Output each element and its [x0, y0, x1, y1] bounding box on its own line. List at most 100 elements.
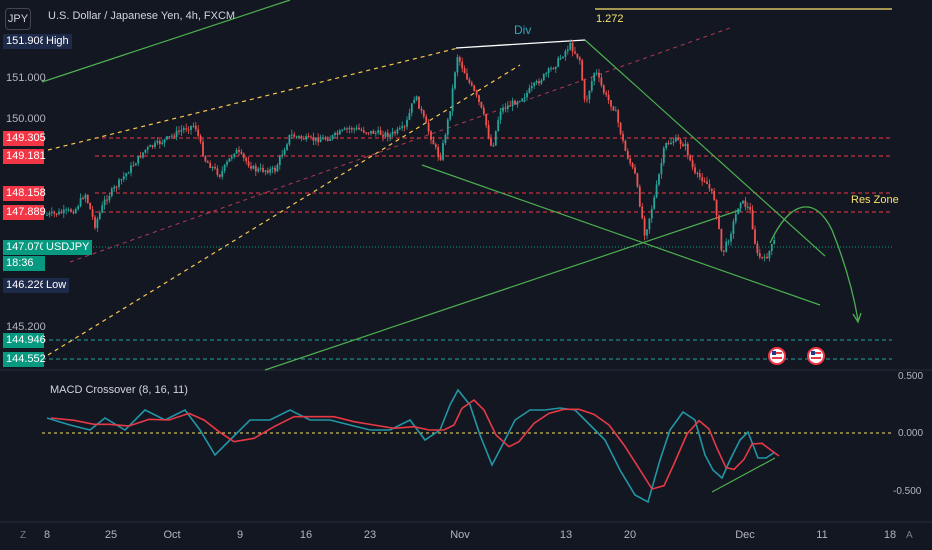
candle-body — [384, 132, 387, 137]
macd-axis-neg-0-500: -0.500 — [893, 486, 922, 497]
candle-body — [677, 137, 680, 141]
candle-body — [322, 137, 324, 140]
price-label-147-889: 147.889 — [3, 205, 46, 220]
candle-body — [358, 127, 360, 130]
candle-body — [110, 188, 113, 196]
candle-body — [331, 135, 334, 139]
candle-body — [538, 81, 540, 84]
candle-body — [62, 209, 65, 214]
grid — [0, 369, 932, 523]
candle-body — [617, 110, 620, 123]
candle-body — [554, 66, 557, 69]
candle-body — [173, 135, 176, 137]
candle-body — [377, 130, 380, 133]
projection-arrow — [769, 206, 859, 321]
candle-body — [89, 202, 92, 210]
candle-body — [586, 99, 588, 101]
candle-body — [682, 144, 684, 147]
candle-body — [605, 92, 608, 95]
candle-body — [389, 134, 392, 138]
candle-body — [444, 134, 447, 144]
candle-body — [170, 135, 173, 137]
candle-body — [252, 165, 255, 169]
candle-body — [281, 154, 284, 157]
candle-body — [305, 136, 308, 140]
candle-body — [706, 181, 708, 185]
candle-body — [564, 51, 567, 57]
candle-body — [77, 206, 80, 209]
candle-body — [262, 167, 264, 172]
timezone-corner[interactable]: Z — [20, 530, 27, 541]
candle-body — [545, 73, 548, 75]
price-label-147-070: 147.070 — [3, 240, 46, 255]
candle-body — [283, 149, 286, 155]
candle-body — [166, 136, 168, 140]
candle-body — [233, 153, 236, 157]
price-label-146-226: 146.226 — [3, 278, 46, 293]
candle-body — [624, 140, 627, 151]
candle-body — [197, 129, 200, 136]
candle-body — [264, 170, 267, 172]
candle-body — [490, 137, 492, 146]
candle-body — [154, 142, 156, 147]
price-label-149-305: 149.305 — [3, 131, 46, 146]
candle-body — [401, 126, 404, 128]
candle-body — [451, 88, 454, 112]
candle-body — [557, 58, 560, 67]
candle-body — [367, 132, 370, 134]
candlesticks — [46, 39, 776, 262]
candle-body — [406, 119, 408, 127]
candle-body — [466, 73, 468, 80]
candle-body — [396, 129, 399, 134]
candle-body — [737, 208, 740, 215]
time-label-3: 9 — [236, 529, 244, 541]
candle-body — [722, 250, 725, 252]
auto-scale-corner[interactable]: A — [906, 530, 913, 541]
candle-body — [86, 194, 89, 203]
candle-body — [408, 112, 411, 120]
candle-body — [310, 136, 312, 138]
candle-body — [346, 128, 348, 130]
candle-body — [595, 72, 598, 74]
time-label-4: 16 — [299, 529, 313, 541]
candle-body — [461, 61, 464, 69]
chart-title: U.S. Dollar / Japanese Yen, 4h, FXCM — [48, 10, 236, 22]
candle-body — [482, 107, 485, 115]
candle-body — [134, 163, 137, 166]
price-label-149-181: 149.181 — [3, 149, 46, 164]
candle-body — [485, 114, 488, 126]
candle-body — [674, 137, 677, 142]
candle-body — [710, 188, 713, 192]
price-label-usdjpy-tag: USDJPY — [43, 240, 93, 255]
candle-body — [180, 129, 183, 132]
candle-body — [276, 165, 279, 172]
candle-body — [696, 172, 699, 174]
candle-body — [504, 107, 507, 109]
candle-body — [350, 128, 353, 130]
candle-body — [492, 145, 495, 147]
candle-body — [46, 214, 48, 216]
candle-body — [216, 168, 219, 175]
candle-body — [293, 134, 296, 137]
candle-body — [353, 128, 356, 130]
candle-body — [610, 100, 612, 107]
candle-body — [192, 125, 195, 127]
signal-line — [50, 398, 780, 490]
time-label-9: Dec — [735, 529, 755, 541]
price-label-151: 151.000 — [6, 72, 46, 84]
candle-body — [202, 141, 204, 156]
candle-body — [725, 241, 728, 252]
candle-body — [290, 134, 293, 136]
candle-body — [768, 250, 771, 259]
candle-body — [442, 143, 444, 160]
symbol-badge[interactable]: JPY — [5, 8, 31, 30]
candle-body — [132, 165, 135, 167]
candle-body — [518, 100, 521, 102]
candle-body — [650, 208, 653, 219]
candle-body — [156, 140, 159, 143]
candle-body — [756, 243, 759, 254]
candle-body — [298, 136, 300, 138]
time-label-5: 23 — [363, 529, 377, 541]
time-label-0: 8 — [43, 529, 51, 541]
